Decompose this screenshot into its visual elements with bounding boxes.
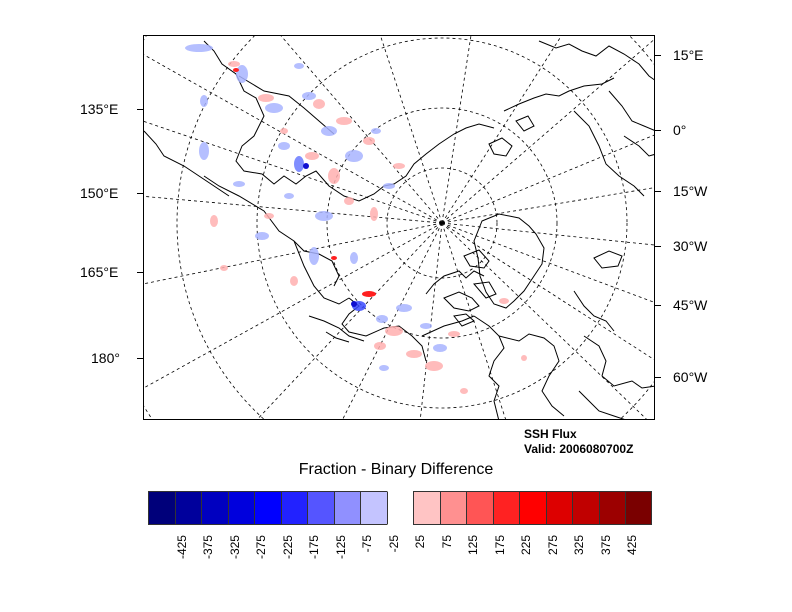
- difference-field: [185, 44, 527, 394]
- lon-label-45w: 45°W: [673, 297, 708, 313]
- valid-time: Valid: 2006080700Z: [524, 442, 634, 456]
- tick: [655, 55, 661, 56]
- lon-label-180: 180°: [91, 350, 120, 366]
- colorbar-swatch: [280, 491, 307, 525]
- colorbar-swatch: [439, 491, 466, 525]
- lon-label-15e: 15°E: [673, 47, 704, 63]
- tick: [655, 130, 661, 131]
- colorbar-swatch: [174, 491, 201, 525]
- tick: [655, 191, 661, 192]
- lon-label-60w: 60°W: [673, 369, 708, 385]
- colorbar-swatch: [413, 491, 440, 525]
- lon-label-15w: 15°W: [673, 183, 708, 199]
- polar-map: [144, 36, 654, 419]
- colorbar-swatch: [201, 491, 228, 525]
- tick: [137, 193, 143, 194]
- colorbar-swatch: [148, 491, 175, 525]
- colorbar: [148, 491, 652, 525]
- colorbar-label: 425: [605, 535, 645, 565]
- colorbar-swatch: [333, 491, 360, 525]
- colorbar-label-text: 425: [625, 535, 639, 556]
- tick: [655, 246, 661, 247]
- colorbar-swatch: [254, 491, 281, 525]
- lon-label-165e: 165°E: [80, 264, 119, 280]
- coastlines: [144, 40, 654, 419]
- tick: [655, 305, 661, 306]
- colorbar-swatch: [598, 491, 625, 525]
- map-panel: [143, 35, 655, 420]
- tick: [137, 272, 143, 273]
- colorbar-swatch: [360, 491, 387, 525]
- lon-label-30w: 30°W: [673, 238, 708, 254]
- lon-label-0: 0°: [673, 122, 687, 138]
- variable-name: SSH Flux: [524, 427, 577, 441]
- colorbar-swatch: [519, 491, 546, 525]
- graticule: [144, 36, 654, 419]
- lon-label-150e: 150°E: [80, 185, 119, 201]
- lon-label-135e: 135°E: [80, 101, 119, 117]
- tick: [137, 109, 143, 110]
- colorbar-title: Fraction - Binary Difference: [298, 461, 494, 478]
- map-caption: SSH Flux Valid: 2006080700Z: [524, 427, 633, 457]
- colorbar-swatch: [492, 491, 519, 525]
- colorbar-swatch: [545, 491, 572, 525]
- colorbar-swatch: [572, 491, 599, 525]
- tick: [137, 358, 143, 359]
- colorbar-swatch: [466, 491, 493, 525]
- tick: [655, 377, 661, 378]
- colorbar-swatch: [625, 491, 652, 525]
- colorbar-swatch: [307, 491, 334, 525]
- colorbar-swatch: [227, 491, 254, 525]
- colorbar-swatch: [386, 491, 413, 525]
